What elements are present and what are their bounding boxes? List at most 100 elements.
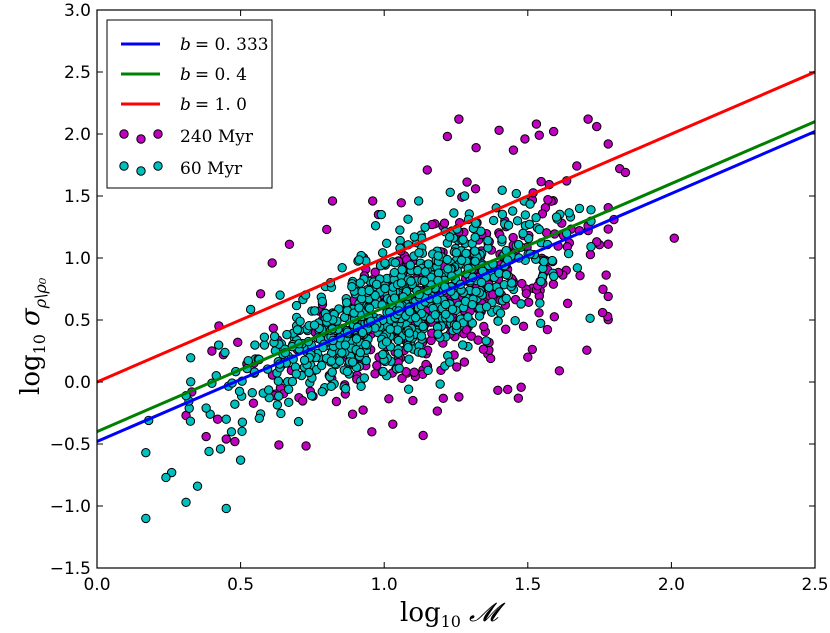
data-point [536,276,546,287]
data-point [204,446,214,457]
data-point [394,363,404,373]
data-point [433,251,443,261]
data-point [368,196,378,206]
data-point [422,165,432,175]
data-point [603,224,613,234]
data-point [237,417,248,427]
y-tick-label: 2.5 [64,63,91,83]
data-point [525,199,535,209]
data-point [340,384,351,394]
data-point [234,386,245,397]
data-point [141,447,151,458]
data-point [254,413,265,423]
data-point [527,344,538,355]
data-point [534,224,544,235]
data-point [442,254,452,265]
data-point [396,278,407,288]
data-point [470,232,480,243]
data-point [423,365,433,376]
data-point [466,331,477,341]
data-point [322,312,332,323]
data-point [440,309,451,319]
data-point [215,444,226,454]
data-point [370,221,381,231]
data-point [508,145,519,155]
data-point [356,381,366,392]
data-point [291,369,301,379]
data-point [449,208,459,218]
data-point [380,283,390,294]
data-point [563,248,574,259]
data-point [534,308,544,318]
data-point [523,352,533,362]
data-point [506,278,517,288]
data-point [221,503,231,514]
data-point [273,376,284,386]
data-point [548,126,559,137]
data-point [447,304,458,315]
data-point [340,340,351,350]
data-point [551,212,562,222]
y-axis-label: log10σρ\ρ₀ [16,277,50,395]
data-point [306,391,317,401]
data-point [512,216,523,226]
data-point [501,269,512,280]
data-point [592,121,602,132]
data-point [440,299,451,310]
data-point [230,399,240,409]
data-point [221,434,231,444]
data-point [461,248,471,259]
fit-line [96,130,816,443]
data-point [235,455,246,465]
data-point [367,427,377,437]
data-point [396,198,407,208]
data-point [483,235,493,246]
data-point [572,263,583,273]
data-point [284,239,295,250]
data-point [393,335,404,346]
data-point [500,324,511,334]
data-point [603,239,613,249]
data-point [539,256,549,267]
data-point [299,355,310,365]
data-point [620,167,631,178]
data-point [274,440,284,450]
data-point [317,296,327,307]
data-point [510,315,520,326]
data-point [275,290,285,300]
data-point [508,206,518,216]
legend-label: 240 Myr [180,127,254,147]
data-point [272,400,283,410]
data-point [585,249,596,260]
data-point [454,392,464,402]
data-point [518,321,529,332]
x-tick-label: 1.5 [514,575,541,595]
legend-marker-swatch [119,129,129,139]
data-point [432,406,443,416]
data-point [473,335,483,345]
data-point [479,321,489,332]
data-point [470,246,480,256]
data-point [395,225,405,235]
data-point [442,131,453,142]
data-point [601,270,611,280]
data-point [520,210,531,220]
data-point [347,281,357,292]
data-point [295,316,305,327]
data-point [186,377,196,387]
data-point [293,416,304,427]
legend-marker-swatch [153,129,163,139]
data-point [543,195,553,205]
y-tick-label: 1.5 [64,187,91,207]
data-point [397,373,407,384]
data-point [309,320,320,330]
data-point [230,436,240,447]
data-point [603,291,613,302]
data-point [342,366,353,377]
data-point [334,356,345,366]
data-point [454,114,464,124]
data-point [457,340,468,350]
data-point [443,264,453,274]
data-point [481,302,492,312]
data-point [451,248,462,258]
